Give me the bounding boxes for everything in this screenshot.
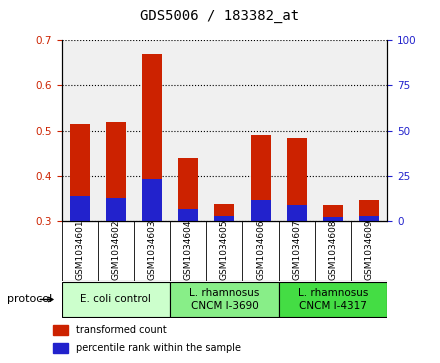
Bar [359,216,379,221]
Bar [142,179,162,221]
Text: percentile rank within the sample: percentile rank within the sample [76,343,241,353]
Text: GSM1034605: GSM1034605 [220,220,229,281]
Bar [142,54,162,221]
Text: GSM1034606: GSM1034606 [256,220,265,281]
Text: L. rhamnosus
CNCM I-4317: L. rhamnosus CNCM I-4317 [298,288,368,311]
Text: transformed count: transformed count [76,325,167,335]
Bar [70,196,90,221]
Bar [106,122,126,221]
Bar [53,325,68,335]
Bar [214,204,235,221]
Bar [323,205,343,221]
Text: GSM1034609: GSM1034609 [365,220,374,281]
FancyBboxPatch shape [170,282,279,317]
Bar [359,200,379,221]
Bar [214,216,235,221]
Text: GSM1034608: GSM1034608 [328,220,337,281]
Bar [323,217,343,221]
FancyBboxPatch shape [279,282,387,317]
Text: GSM1034604: GSM1034604 [184,220,193,281]
Bar [287,138,307,221]
Bar [178,209,198,221]
Text: GSM1034602: GSM1034602 [111,220,121,281]
Text: protocol: protocol [7,294,52,305]
Bar [178,158,198,221]
Text: GSM1034603: GSM1034603 [147,220,157,281]
Bar [251,200,271,221]
Bar [70,124,90,221]
Bar [53,343,68,352]
Text: GDS5006 / 183382_at: GDS5006 / 183382_at [140,9,300,23]
Text: GSM1034601: GSM1034601 [75,220,84,281]
Bar [251,135,271,221]
Bar [106,198,126,221]
Text: L. rhamnosus
CNCM I-3690: L. rhamnosus CNCM I-3690 [189,288,260,311]
Text: E. coli control: E. coli control [81,294,151,305]
Bar [287,205,307,221]
Text: GSM1034607: GSM1034607 [292,220,301,281]
FancyBboxPatch shape [62,282,170,317]
